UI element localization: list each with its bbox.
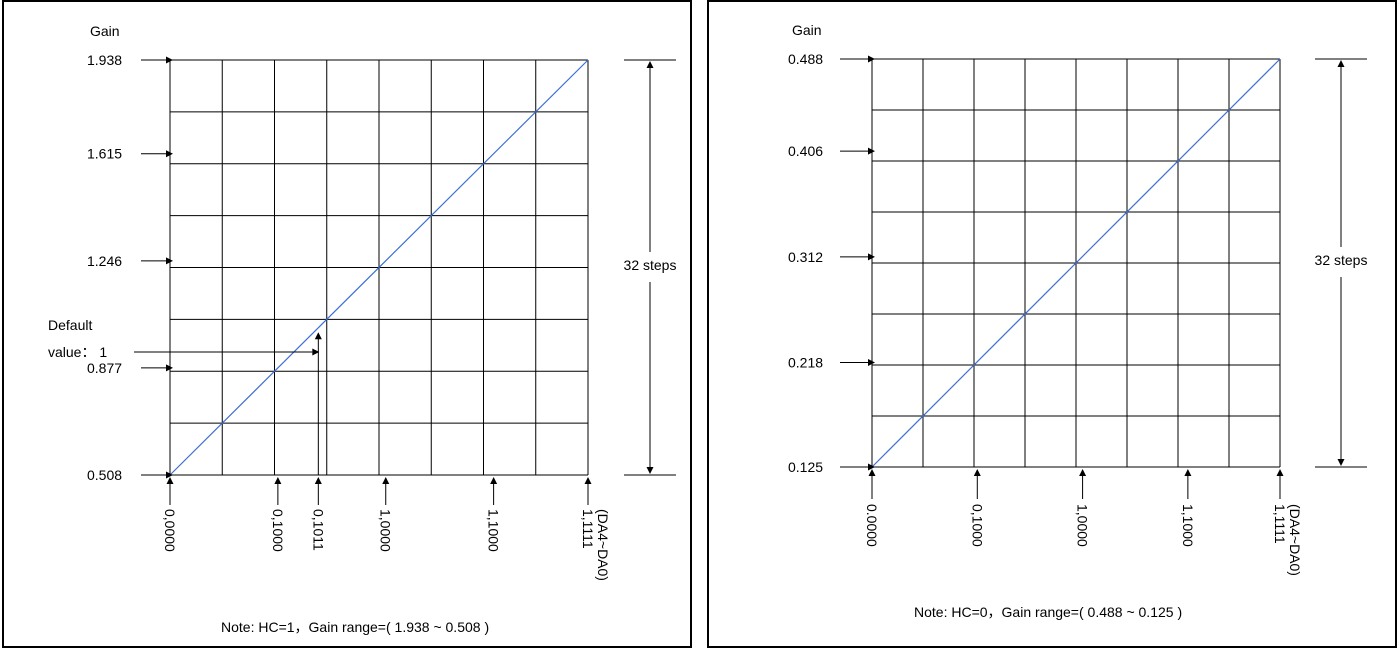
x-tick-label: 1,0000 — [378, 509, 394, 552]
steps-label: 32 steps — [1315, 252, 1368, 268]
y-axis-label: Gain — [90, 23, 120, 39]
y-tick-arrow-head — [166, 471, 173, 479]
dimension-arrow-up — [1337, 60, 1345, 67]
gain-chart-hc0: Gain 0.488 0.406 0.312 0.218 0.125 0.0000 0,100… — [788, 22, 1368, 620]
x-tick-arrow-head — [973, 469, 981, 476]
x-tick-label: 0,0000 — [162, 509, 178, 552]
chart-panel-hc0: Gain 0.488 0.406 0.312 0.218 0.125 0.0000 0,100… — [707, 0, 1397, 648]
y-tick-arrow-head — [166, 56, 173, 64]
dimension-arrow-down — [1337, 459, 1345, 466]
gain-series-line — [169, 59, 589, 476]
y-tick-label: 1.615 — [87, 146, 122, 162]
y-tick-arrow-head — [868, 463, 875, 471]
y-tick-label: 0.488 — [788, 51, 823, 67]
y-tick-label: 0.508 — [87, 467, 122, 483]
y-tick-arrow-head — [868, 55, 875, 63]
default-label-line1: Default — [48, 317, 92, 333]
x-tick-arrow-head — [1184, 469, 1192, 476]
x-tick-arrow-head — [314, 477, 322, 484]
dimension-arrow-up — [646, 61, 654, 68]
gain-chart-hc1: Gain 1.938 1.615 1.246 0.877 0.508 0,0000 0,100… — [48, 23, 677, 635]
y-tick-arrow-head — [166, 257, 173, 265]
note-text: Note: HC=1，Gain range=( 1.938 ~ 0.508 ) — [221, 619, 489, 635]
x-tick-label: 0,1000 — [270, 509, 286, 552]
x-tick-label: 1,0000 — [1075, 504, 1091, 547]
chart-panel-hc1: Gain 1.938 1.615 1.246 0.877 0.508 0,0000 0,100… — [2, 0, 692, 648]
y-tick-label: 0.877 — [87, 360, 122, 376]
x-tick-label: 0,1000 — [969, 504, 985, 547]
y-tick-arrow-head — [166, 364, 173, 372]
dimension-arrow-down — [646, 467, 654, 474]
steps-label: 32 steps — [624, 257, 677, 273]
y-tick-arrow-head — [868, 358, 875, 366]
default-arrow-head — [312, 348, 320, 356]
y-axis-label: Gain — [792, 22, 822, 38]
y-tick-label: 0.406 — [788, 143, 823, 159]
x-tick-label: 1,1000 — [486, 509, 502, 552]
x-tick-arrow-head — [868, 469, 876, 476]
x-tick-arrow-head — [166, 477, 174, 484]
y-tick-label: 0.125 — [788, 459, 823, 475]
x-tick-label: 0,1011 — [310, 509, 326, 551]
x-tick-arrow-head — [1079, 469, 1087, 476]
y-tick-arrow-head — [868, 253, 875, 261]
y-tick-label: 0.312 — [788, 249, 823, 265]
gain-series-line — [871, 58, 1281, 468]
default-label-line2: value： 1 — [48, 344, 107, 360]
note-text: Note: HC=0，Gain range=( 0.488 ~ 0.125 ) — [914, 604, 1182, 620]
x-tick-label: 1,1111 — [1272, 504, 1288, 544]
default-vertical-arrow-head — [314, 332, 322, 340]
x-tick-arrow-head — [1276, 469, 1284, 476]
x-tick-arrow-head — [382, 477, 390, 484]
x-tick-label: 1,1111 — [580, 509, 596, 549]
x-tick-arrow-head — [584, 477, 592, 484]
x-tick-arrow-head — [274, 477, 282, 484]
y-tick-label: 0.218 — [788, 354, 823, 370]
x-tick-label: 0.0000 — [864, 504, 880, 547]
x-axis-label: (DA4~DA0) — [595, 509, 611, 581]
x-tick-label: 1,1000 — [1180, 504, 1196, 547]
y-tick-label: 1.246 — [87, 253, 122, 269]
x-tick-arrow-head — [490, 477, 498, 484]
y-tick-arrow-head — [868, 147, 875, 155]
y-tick-arrow-head — [166, 150, 173, 158]
x-axis-label: (DA4~DA0) — [1287, 504, 1303, 576]
y-tick-label: 1.938 — [87, 52, 122, 68]
